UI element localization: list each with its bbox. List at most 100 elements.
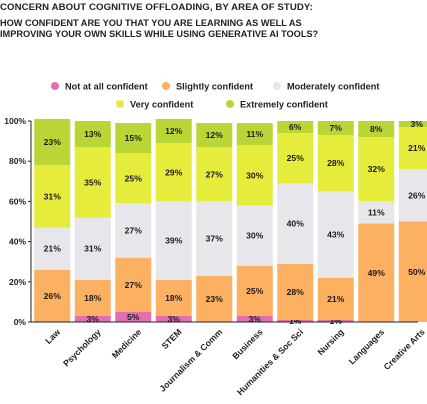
bar-segment-extremely-confident — [317, 121, 354, 136]
bar-segment-not-at-all-confident — [236, 315, 273, 322]
bar-segment-not-at-all-confident — [155, 315, 192, 322]
bar-segment-slightly-confident — [74, 279, 111, 316]
bar-segment-moderately-confident — [317, 191, 354, 278]
bar-segment-moderately-confident — [358, 201, 395, 224]
x-tick-label-creative-arts: Creative Arts — [382, 327, 427, 372]
bar-segment-moderately-confident — [34, 227, 71, 270]
bar-segment-not-at-all-confident — [74, 315, 111, 322]
bar-segment-slightly-confident — [358, 223, 395, 322]
data-label: 43% — [327, 230, 345, 240]
y-axis: 0% 20% 40% 60% 80% 100% — [4, 116, 32, 327]
legend-marker-extremely-confident — [226, 100, 234, 108]
legend-marker-moderately-confident — [273, 82, 281, 90]
data-label: 5% — [127, 312, 140, 322]
x-tick-label-law: Law — [43, 327, 62, 346]
bar-segment-moderately-confident — [115, 203, 152, 258]
data-label: 11% — [368, 207, 385, 217]
bar-segment-moderately-confident — [74, 217, 111, 280]
bar-segment-slightly-confident — [398, 221, 427, 322]
y-tick-label: 60% — [9, 196, 26, 206]
x-tick-label-business: Business — [230, 327, 265, 362]
data-label: 3% — [249, 314, 262, 324]
data-label: 1% — [330, 316, 343, 326]
legend-marker-not-at-all-confident — [51, 82, 59, 90]
bar-segment-moderately-confident — [236, 205, 273, 266]
chart-subtitle: HOW CONFIDENT ARE YOU THAT YOU ARE LEARN… — [0, 18, 319, 39]
bar-segment-very-confident — [277, 133, 314, 184]
data-label: 13% — [84, 129, 102, 139]
data-label: 26% — [408, 190, 426, 200]
data-label: 25% — [246, 286, 264, 296]
data-label: 23% — [44, 137, 62, 147]
data-label: 29% — [165, 167, 183, 177]
data-label: 7% — [330, 123, 343, 133]
bar-segment-very-confident — [358, 137, 395, 202]
bar-segment-very-confident — [398, 127, 427, 170]
bar-segment-slightly-confident — [34, 269, 71, 322]
bar-segment-moderately-confident — [277, 183, 314, 264]
data-label: 11% — [246, 129, 263, 139]
data-label: 18% — [84, 293, 102, 303]
data-label: 40% — [287, 219, 305, 229]
bar-segment-very-confident — [155, 143, 192, 202]
bar-segment-extremely-confident — [74, 121, 111, 148]
legend-marker-slightly-confident — [162, 82, 170, 90]
x-tick-label-psychology: Psychology — [61, 327, 103, 369]
bar-segment-slightly-confident — [155, 279, 192, 316]
bar-segment-very-confident — [34, 165, 71, 228]
data-label: 32% — [368, 164, 386, 174]
data-label: 8% — [370, 124, 383, 134]
bar-segment-extremely-confident — [115, 123, 152, 154]
bar-segment-slightly-confident — [196, 275, 233, 322]
data-label: 27% — [125, 280, 143, 290]
legend-label-moderately-confident: Moderately confident — [287, 82, 379, 92]
bar-segment-very-confident — [196, 147, 233, 202]
data-label: 30% — [246, 231, 264, 241]
x-tick-label-languages: Languages — [347, 327, 387, 367]
bar-segment-very-confident — [317, 135, 354, 192]
data-label: 27% — [125, 226, 143, 236]
legend-marker-very-confident — [116, 100, 124, 108]
x-tick-label-medicine: Medicine — [110, 327, 143, 360]
data-label: 21% — [44, 244, 62, 254]
data-label: 6% — [289, 122, 302, 132]
data-label: 39% — [165, 236, 183, 246]
bar-segment-extremely-confident — [277, 121, 314, 134]
data-label: 28% — [327, 158, 345, 168]
data-label: 3% — [411, 119, 424, 129]
data-label: 31% — [84, 244, 102, 254]
y-tick-label: 80% — [9, 156, 26, 166]
bar-segment-not-at-all-confident — [317, 319, 354, 322]
chart-title: CONCERN ABOUT COGNITIVE OFFLOADING, BY A… — [0, 2, 314, 13]
bar-segment-moderately-confident — [196, 201, 233, 276]
data-label: 37% — [206, 234, 224, 244]
data-label: 25% — [125, 173, 143, 183]
data-label: 12% — [206, 130, 224, 140]
bar-segment-extremely-confident — [398, 121, 427, 128]
data-label: 21% — [327, 294, 345, 304]
bar-segment-extremely-confident — [155, 118, 192, 144]
data-label: 15% — [125, 133, 143, 143]
bar-segment-not-at-all-confident — [115, 311, 152, 322]
data-label: 49% — [368, 268, 386, 278]
x-tick-label-nursing: Nursing — [315, 327, 345, 357]
legend-label-extremely-confident: Extremely confident — [240, 100, 328, 110]
bar-segment-extremely-confident — [358, 121, 395, 138]
bar-segment-slightly-confident — [115, 257, 152, 312]
data-label: 21% — [408, 143, 426, 153]
bar-segment-extremely-confident — [34, 118, 71, 166]
bar-segment-very-confident — [115, 153, 152, 204]
data-label: 27% — [206, 169, 224, 179]
y-tick-label: 40% — [9, 237, 26, 247]
data-label: 18% — [165, 293, 183, 303]
y-tick-label: 20% — [9, 277, 26, 287]
legend: Not at all confident Slightly confident Mo… — [51, 82, 379, 110]
bar-segment-extremely-confident — [196, 123, 233, 148]
legend-label-very-confident: Very confident — [130, 100, 193, 110]
bar-segment-moderately-confident — [398, 169, 427, 222]
bars: 26% 21% 31% 23% 3% 18% 31% 35% 13% 5% 27% 27% 25% 15%… — [34, 118, 427, 326]
data-label: 1% — [289, 316, 302, 326]
data-label: 28% — [287, 287, 305, 297]
